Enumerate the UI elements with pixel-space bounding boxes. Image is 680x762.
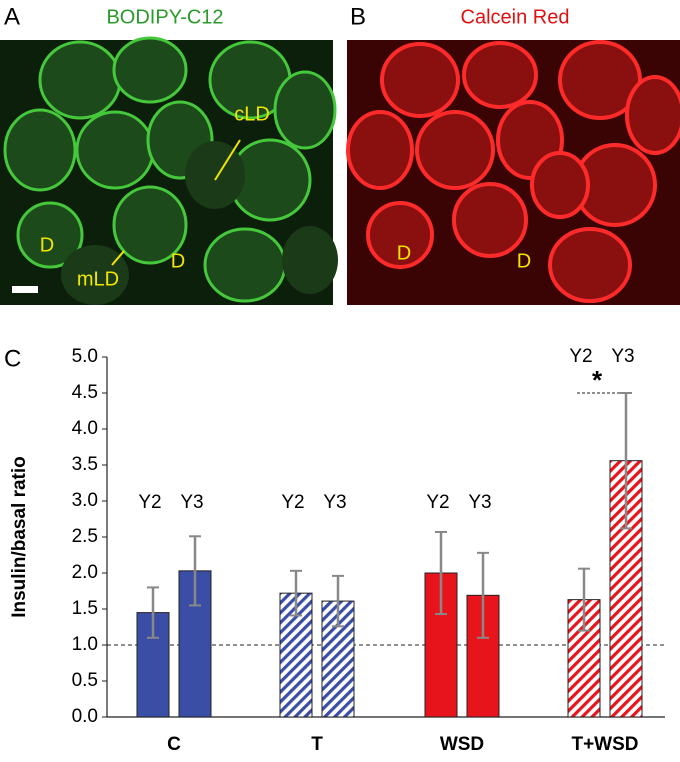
y-axis-label: Insulin/basal ratio	[9, 456, 30, 618]
y-tick-label: 4.0	[72, 418, 98, 439]
image-label: mLD	[77, 268, 119, 290]
significance-label: *	[592, 365, 603, 395]
y-tick-label: 4.5	[72, 382, 98, 403]
x-tick-label: T+WSD	[571, 734, 638, 755]
series-label: Y2	[426, 492, 449, 513]
panel-title: Calcein Red	[461, 6, 570, 28]
x-tick-label: WSD	[440, 734, 484, 755]
panel-letter: C	[4, 345, 21, 372]
series-label: Y2	[138, 492, 161, 513]
panel-letter: A	[4, 3, 20, 30]
y-tick-label: 3.0	[72, 490, 98, 511]
series-label: Y3	[611, 346, 634, 367]
image-label: D	[397, 242, 411, 264]
image-label: cLD	[234, 103, 270, 125]
micrograph-green: cLD mLD D D	[0, 36, 338, 305]
image-label: D	[171, 250, 185, 272]
series-label: Y3	[180, 492, 203, 513]
y-tick-label: 0.0	[72, 706, 98, 727]
series-label: Y2	[569, 346, 592, 367]
x-tick-label: T	[311, 734, 323, 755]
series-label: Y2	[281, 492, 304, 513]
series-label: Y3	[323, 492, 346, 513]
image-label: D	[517, 250, 531, 272]
y-tick-label: 2.0	[72, 562, 98, 583]
panel-title: BODIPY-C12	[106, 6, 223, 28]
y-tick-label: 5.0	[72, 346, 98, 367]
micrograph-red: D D	[346, 40, 680, 305]
y-tick-label: 1.5	[72, 598, 98, 619]
y-tick-label: 1.0	[72, 634, 98, 655]
y-tick-label: 0.5	[72, 670, 98, 691]
series-label: Y3	[468, 492, 491, 513]
panel-letter: B	[350, 3, 366, 30]
x-tick-label: C	[167, 734, 181, 755]
y-tick-label: 3.5	[72, 454, 98, 475]
image-label: D	[40, 234, 54, 256]
y-tick-label: 2.5	[72, 526, 98, 547]
